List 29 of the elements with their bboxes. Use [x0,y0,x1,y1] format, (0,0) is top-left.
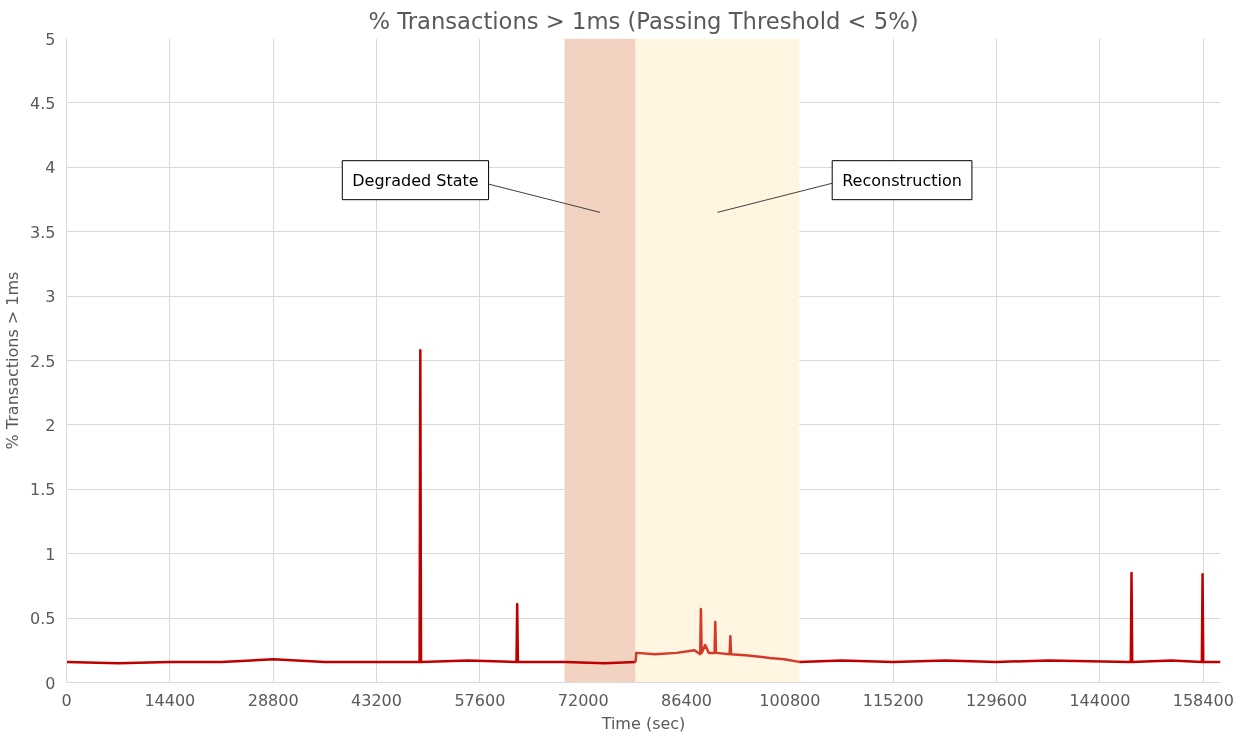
x-tick-label: 115200 [862,690,924,710]
x-tick-label: 158400 [1172,690,1234,710]
y-tick-label: 0 [45,673,56,693]
y-tick-label: 2 [45,415,56,435]
y-axis-title: % Transactions > 1ms [3,271,23,450]
line-series [634,607,801,664]
x-axis-title: Time (sec) [600,713,686,733]
y-tick-label: 5 [45,29,56,49]
x-tick-label: 43200 [351,690,402,710]
x-tick-label: 144000 [1069,690,1131,710]
y-tick-label: 2.5 [30,351,56,371]
x-tick-label: 100800 [759,690,821,710]
y-tick-label: 1 [45,544,56,564]
band-label: Degraded State [352,170,479,190]
y-tick-label: 3 [45,287,56,307]
x-tick-label: 86400 [661,690,713,710]
x-tick-label: 14400 [144,690,196,710]
y-tick-label: 4.5 [30,93,56,113]
x-tick-label: 72000 [557,690,609,710]
y-tick-label: 1.5 [30,480,56,500]
x-tick-label: 28800 [247,690,299,710]
y-tick-label: 0.5 [30,609,56,629]
chart-title: % Transactions > 1ms (Passing Threshold < 5%) [368,7,919,34]
x-tick-label: 57600 [454,690,506,710]
x-tick-label: 129600 [966,690,1028,710]
y-tick-label: 3.5 [30,222,56,242]
band-label: Reconstruction [842,170,962,190]
y-tick-label: 4 [45,158,56,178]
x-tick-label: 0 [61,690,72,710]
